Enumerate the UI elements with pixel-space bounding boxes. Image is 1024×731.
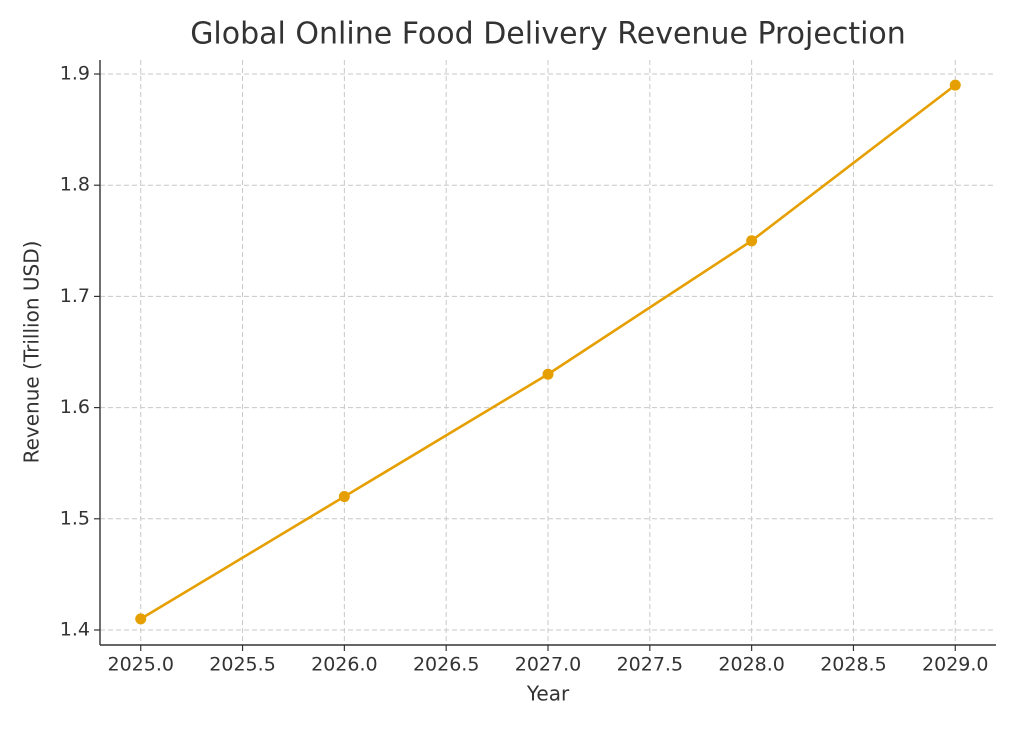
y-tick-label: 1.5 bbox=[60, 507, 90, 529]
y-tick-label: 1.7 bbox=[60, 285, 90, 307]
x-tick-label: 2028.0 bbox=[718, 654, 784, 676]
chart-title: Global Online Food Delivery Revenue Proj… bbox=[190, 17, 906, 52]
y-tick-label: 1.6 bbox=[60, 396, 90, 418]
data-point bbox=[542, 368, 554, 380]
x-tick-label: 2027.5 bbox=[617, 654, 683, 676]
x-tick-label: 2028.5 bbox=[820, 654, 886, 676]
data-point bbox=[338, 491, 350, 503]
data-point bbox=[949, 79, 961, 91]
y-tick-label: 1.8 bbox=[60, 174, 90, 196]
y-tick-label: 1.4 bbox=[60, 618, 90, 640]
x-tick-label: 2029.0 bbox=[922, 654, 988, 676]
x-tick-label: 2025.0 bbox=[107, 654, 173, 676]
x-tick-label: 2027.0 bbox=[515, 654, 581, 676]
y-tick-label: 1.9 bbox=[60, 63, 90, 85]
x-axis-label: Year bbox=[526, 682, 570, 706]
y-axis-label: Revenue (Trillion USD) bbox=[20, 241, 44, 464]
data-point bbox=[746, 235, 758, 247]
x-tick-label: 2026.5 bbox=[413, 654, 479, 676]
x-tick-label: 2026.0 bbox=[311, 654, 377, 676]
x-tick-label: 2025.5 bbox=[209, 654, 275, 676]
data-point bbox=[135, 613, 147, 625]
